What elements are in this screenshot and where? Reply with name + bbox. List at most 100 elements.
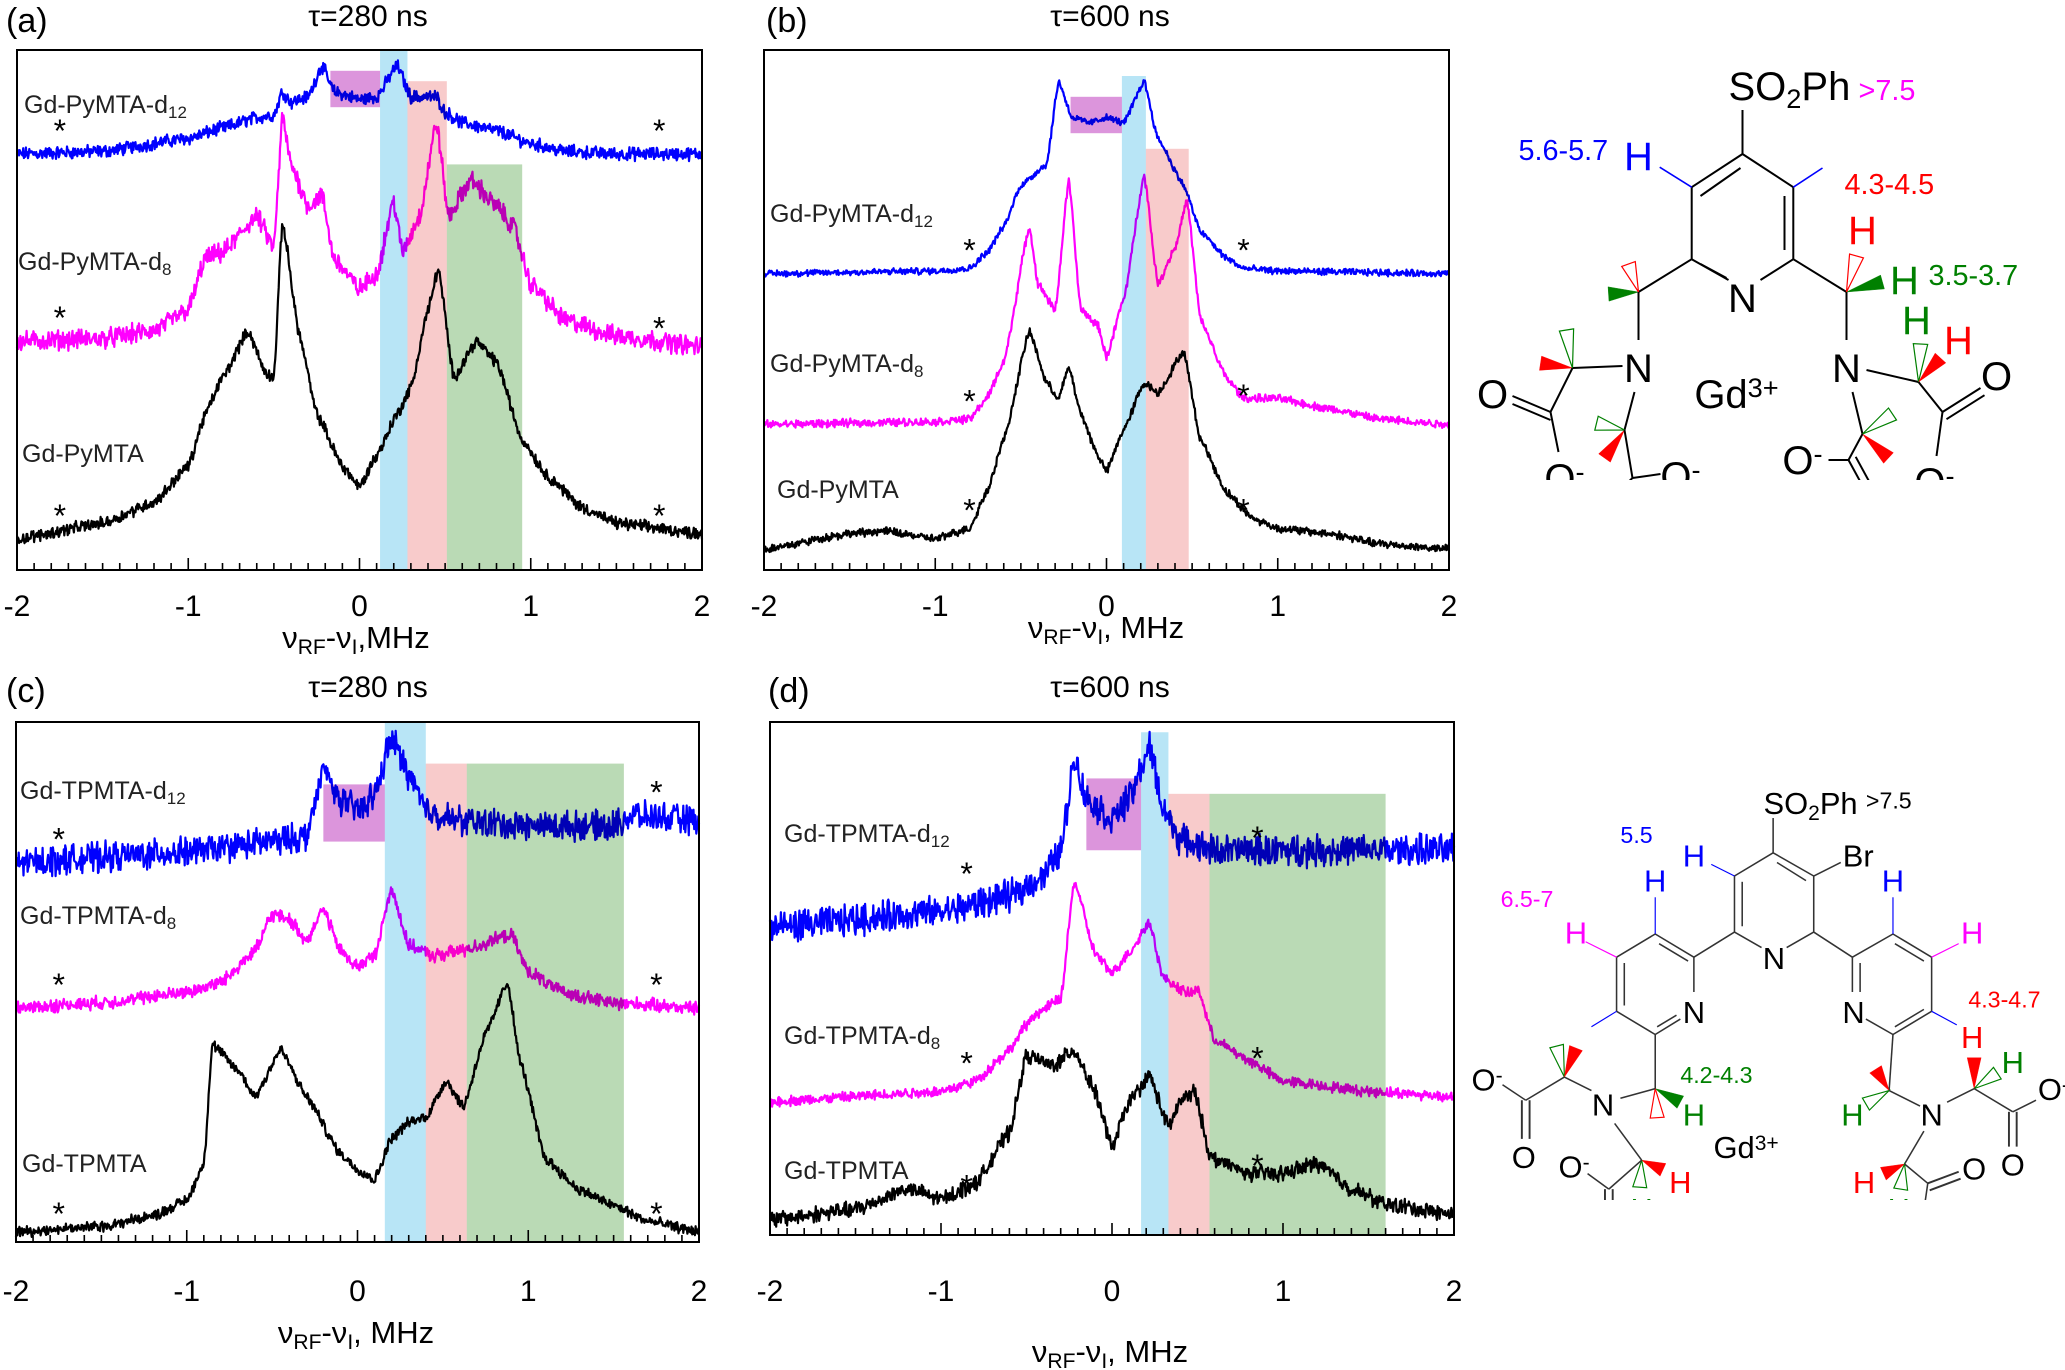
atom-label: O <box>1865 503 1896 547</box>
bond <box>1865 1018 1894 1036</box>
shift-label-blue-text: 5.6-5.7 <box>1519 135 1609 167</box>
atom-label: O- <box>1544 456 1584 501</box>
x-axis-label-text: , MHz <box>1103 610 1184 645</box>
asterisk-marker: * <box>52 1196 64 1232</box>
x-tick-label-text: -2 <box>3 1275 30 1308</box>
bond <box>1693 931 1735 958</box>
series-label-text: Gd-TPMTA <box>784 1157 909 1185</box>
series-label: Gd-PyMTA-d12 <box>24 91 187 122</box>
x-tick-label: -2 <box>751 590 778 623</box>
bond <box>1946 1087 1975 1103</box>
x-axis-label: νRF-νI, MHz <box>1028 610 1184 649</box>
atom-label-text: N <box>1832 347 1861 391</box>
bond <box>1888 1089 1921 1107</box>
asterisk-marker: * <box>650 967 662 1003</box>
wedge-bond <box>1564 1045 1583 1078</box>
bond <box>1759 258 1794 281</box>
atom-label: O <box>1981 355 2012 399</box>
asterisk-marker-text: * <box>960 856 972 892</box>
bond <box>1587 1173 1610 1190</box>
shaded-region <box>384 722 426 1242</box>
wedge-bond <box>1918 352 1947 383</box>
x-axis-label-sub: I <box>352 636 358 659</box>
hashed-wedge-bond <box>1861 1089 1892 1112</box>
series-label-text: Gd-TPMTA-d <box>784 1022 931 1050</box>
substituent-label: SO2Ph <box>1729 65 1851 114</box>
bond <box>1973 1087 2014 1113</box>
x-tick-label: -1 <box>928 1275 955 1308</box>
atom-label: O- <box>1906 1215 1937 1250</box>
panel-d: (d) τ=600 nsGd-TPMTA-d12Gd-TPMTA-d8Gd-TPM… <box>757 671 1463 1370</box>
atom-label: H <box>1944 319 1973 363</box>
bond <box>1904 1163 1929 1184</box>
wedge-bond <box>1655 1088 1684 1109</box>
atom-label-text: O <box>2001 1148 2025 1183</box>
series-label-sub: 12 <box>168 103 187 122</box>
x-axis-label-text: ν <box>1028 610 1044 645</box>
x-tick-label-text: 0 <box>1104 1275 1121 1308</box>
asterisk-marker: * <box>1237 378 1249 414</box>
asterisk-marker: * <box>1251 1040 1263 1076</box>
atom-label: H <box>1890 259 1919 303</box>
x-tick-label: 1 <box>520 1275 537 1308</box>
substituent-label-text: SO <box>1763 786 1808 821</box>
atom-label-text: H <box>1565 916 1587 951</box>
shift-label-green: 3.5-3.7 <box>1929 260 2019 292</box>
x-axis-label-text: -ν <box>321 1315 347 1350</box>
wedge-bond <box>1607 286 1639 302</box>
bond <box>1847 459 1861 480</box>
atom-label: H <box>1848 209 1877 253</box>
asterisk-marker: * <box>960 1169 972 1205</box>
series-label-text: Gd-TPMTA-d <box>784 820 931 848</box>
atom-label-sup: - <box>1946 460 1955 491</box>
atom-label: N <box>1592 1088 1614 1123</box>
atom-label-text: O <box>1559 1150 1583 1185</box>
bond <box>1564 1076 1592 1092</box>
shaded-region <box>323 784 385 842</box>
x-axis-label-sub: RF <box>298 636 326 659</box>
bond <box>1888 1034 1894 1091</box>
asterisk-marker: * <box>54 300 66 336</box>
panel-title-text: τ=280 ns <box>308 671 427 704</box>
substituent-label-text: Ph <box>1820 786 1858 821</box>
bond <box>1927 1170 1960 1185</box>
panel-title-text: τ=600 ns <box>1050 671 1169 704</box>
substituent-label-sub: 2 <box>1786 83 1801 114</box>
atom-label-text: H <box>1683 1097 1705 1132</box>
bond <box>1945 394 1986 421</box>
bond <box>1892 933 1933 958</box>
series-label-text: Gd-PyMTA <box>22 440 144 468</box>
atom-label-text: N <box>1624 347 1653 391</box>
wedge-bond <box>1641 1159 1667 1177</box>
shift-label-magenta: 6.5-7 <box>1501 886 1554 912</box>
atom-label-sup: - <box>1814 438 1823 469</box>
x-tick-label-text: 0 <box>351 590 368 623</box>
asterisk-marker-text: * <box>52 821 64 857</box>
series-label-sub: 8 <box>162 260 171 279</box>
panel-title-text: τ=280 ns <box>308 0 427 33</box>
atom-label-text: H <box>1902 299 1931 343</box>
atom-label: N <box>1842 995 1864 1030</box>
bond <box>1851 391 1864 435</box>
atom-label-text: H <box>1961 1020 1983 1055</box>
asterisk-marker-text: * <box>960 1169 972 1205</box>
atom-label: O- <box>1472 1063 1503 1098</box>
wedge-bond <box>1966 1057 1982 1089</box>
wedge-bond <box>1846 274 1885 293</box>
asterisk-marker: * <box>963 383 975 419</box>
substituent-label-text: Ph <box>1801 65 1850 109</box>
atom-label-text: O <box>1544 457 1575 501</box>
asterisk-marker-text: * <box>963 383 975 419</box>
atom-label-text: H <box>1683 838 1705 873</box>
bromo-label: Br <box>1843 838 1874 873</box>
bond <box>1929 1177 1961 1192</box>
x-tick-label: -1 <box>922 590 949 623</box>
asterisk-marker-text: * <box>650 967 662 1003</box>
atom-label-text: N <box>1728 277 1757 321</box>
atom-label: H <box>2002 1045 2024 1080</box>
asterisk-marker: * <box>650 775 662 811</box>
bond <box>1941 387 1982 413</box>
shaded-region <box>1070 96 1122 134</box>
x-tick-label-text: -2 <box>4 590 31 623</box>
